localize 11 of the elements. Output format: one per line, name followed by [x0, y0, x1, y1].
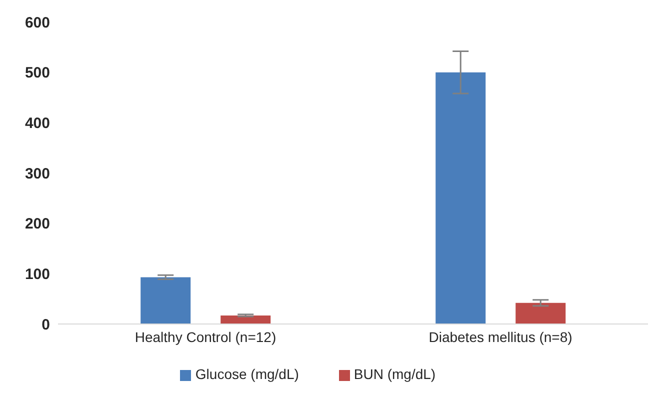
y-tick-label: 0 — [42, 316, 50, 334]
legend-label: Glucose (mg/dL) — [195, 366, 299, 382]
x-tick-label: Diabetes mellitus (n=8) — [428, 328, 572, 345]
y-tick-label: 500 — [24, 64, 50, 82]
y-tick-label: 100 — [24, 266, 50, 283]
y-tick-label: 200 — [24, 216, 50, 233]
y-tick-label: 300 — [24, 165, 50, 182]
legend-label: BUN (mg/dL) — [354, 366, 436, 382]
y-tick-label: 600 — [24, 14, 50, 32]
y-tick-label: 400 — [24, 114, 50, 132]
x-tick-label: Healthy Control (n=12) — [134, 328, 276, 345]
